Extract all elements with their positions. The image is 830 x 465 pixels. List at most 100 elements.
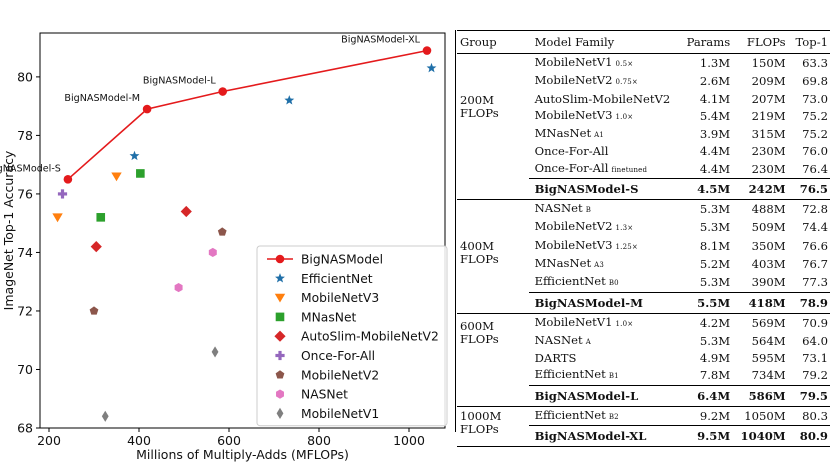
legend-item-autoslim-mobilenetv2: AutoSlim-MobileNetV2 — [274, 330, 439, 344]
series-mobilenetv1 — [101, 346, 219, 422]
top1-cell: 73.1 — [802, 351, 828, 366]
header-flops: FLOPs — [746, 35, 786, 49]
point-nasnet-0 — [174, 282, 183, 293]
group-label-budget: 1000M — [460, 408, 502, 423]
model-variant: 0.75× — [615, 78, 638, 87]
table-row-best: BigNASModel-M 5.5M 418M 78.9 — [457, 291, 830, 314]
best-top1-cell: 78.9 — [785, 291, 830, 314]
legend-marker-once-for-all — [275, 350, 285, 361]
legend-item-mobilenetv3: MobileNetV3 — [274, 291, 379, 305]
flops-cell: 569M — [751, 315, 786, 330]
point-bignasmodel-1 — [142, 104, 152, 114]
params-cell: 5.3M — [699, 333, 731, 348]
legend-label-nasnet: NASNet — [301, 388, 348, 402]
params-cell: 4.1M — [699, 91, 731, 106]
table-row-best: BigNASModel-S 4.5M 242M 76.5 — [457, 178, 830, 200]
y-tick-label-3: 74 — [17, 245, 33, 260]
group-label-unit: FLOPs — [460, 421, 499, 436]
point-label-1: BigNASModel-M — [64, 93, 140, 104]
results-table-container: Group Model Family Params FLOPs Top-1 20… — [457, 30, 830, 447]
table-header-row: Group Model Family Params FLOPs Top-1 — [457, 30, 830, 54]
model-variant: B0 — [608, 279, 619, 288]
model-family-cell: MobileNetV2 0.75× — [529, 72, 676, 90]
point-mobilenetv3-0 — [52, 213, 63, 223]
model-variant: 1.25× — [615, 242, 638, 251]
legend-label-mobilenetv1: MobileNetV1 — [301, 407, 379, 421]
best-flops-cell: 418M — [730, 291, 786, 314]
flops-cell: 390M — [751, 275, 786, 290]
table-row: 200M FLOPs MobileNetV1 0.5× 1.3M 150M 63.3 — [457, 54, 830, 120]
y-tick-label-2: 72 — [17, 303, 33, 318]
table-row: NASNet A 5.3M 564M 64.0 — [457, 332, 830, 350]
model-variant: 0.5× — [615, 60, 634, 68]
model-family-cell: MobileNetV3 1.0× — [529, 107, 676, 125]
model-family-name: NASNet — [534, 201, 583, 216]
legend-marker-bignasmodel — [275, 254, 285, 264]
top1-cell: 75.2 — [802, 127, 828, 142]
flops-cell: 734M — [751, 368, 786, 383]
model-variant: A1 — [594, 131, 605, 140]
table-row: MobileNetV3 1.0× 5.4M 219M 75.2 — [457, 107, 830, 125]
point-label-0: BigNASModel-S — [0, 163, 61, 174]
flops-cell: 595M — [751, 351, 786, 366]
model-family-cell: MobileNetV2 1.3× — [529, 218, 676, 236]
params-cell: 1.3M — [699, 56, 731, 70]
model-family-cell: MobileNetV3 1.25× — [529, 237, 676, 255]
point-mnasnet-0 — [96, 213, 106, 222]
model-family-name: MobileNetV3 — [534, 237, 613, 252]
legend-item-mobilenetv2: MobileNetV2 — [275, 368, 379, 382]
legend-label-mobilenetv3: MobileNetV3 — [301, 291, 379, 305]
point-mobilenetv2-0 — [89, 306, 99, 315]
model-family-name: Once-For-All — [534, 144, 609, 159]
best-params-cell: 5.5M — [675, 291, 731, 314]
params-cell: 5.3M — [699, 275, 731, 290]
flops-cell: 230M — [751, 144, 786, 159]
y-axis-label: ImageNet Top-1 Accuracy — [1, 150, 16, 310]
top1-cell: 74.4 — [802, 220, 828, 235]
series-line-bignasmodel — [67, 49, 428, 180]
series-mnasnet — [96, 169, 145, 222]
series-mobilenetv2 — [89, 227, 227, 315]
model-family-name: MNasNet — [534, 255, 592, 270]
model-family-cell: MobileNetV1 1.0× — [529, 313, 676, 332]
y-tick-label-5: 78 — [17, 128, 33, 143]
params-cell: 4.2M — [699, 315, 731, 330]
legend-marker-mobilenetv2 — [275, 370, 285, 379]
point-autoslim-mobilenetv2-0 — [90, 240, 102, 253]
params-cell: 7.8M — [699, 368, 731, 383]
model-family-cell: EfficientNet B0 — [529, 273, 676, 292]
model-family-name: DARTS — [534, 351, 577, 366]
header-group: Group — [460, 35, 497, 49]
legend-item-efficientnet: EfficientNet — [275, 272, 373, 286]
table-row: EfficientNet B0 5.3M 390M 77.3 — [457, 273, 830, 292]
flops-cell: 219M — [751, 108, 786, 123]
group-label-unit: FLOPs — [460, 252, 499, 267]
model-family-cell: EfficientNet B2 — [529, 406, 676, 425]
best-top1-cell: 79.5 — [785, 384, 830, 407]
model-family-name: EfficientNet — [534, 367, 606, 382]
top1-cell: 64.0 — [802, 333, 828, 348]
flops-cell: 1050M — [744, 408, 786, 423]
top1-cell: 76.0 — [802, 144, 828, 159]
group-label-unit: FLOPs — [460, 106, 499, 120]
params-cell: 5.4M — [699, 108, 731, 123]
params-cell: 5.3M — [699, 202, 731, 217]
table-row: DARTS 4.9M 595M 73.1 — [457, 350, 830, 366]
params-cell: 4.9M — [699, 351, 731, 366]
point-mobilenetv1-0 — [101, 410, 109, 422]
flops-cell: 150M — [751, 56, 786, 70]
table-row: EfficientNet B1 7.8M 734M 79.2 — [457, 366, 830, 385]
model-family-cell: Once-For-All finetuned — [529, 160, 676, 179]
model-variant: 1.0× — [615, 112, 634, 121]
model-family-cell: DARTS — [529, 350, 676, 366]
header-model-family: Model Family — [534, 35, 615, 49]
model-family-name: EfficientNet — [534, 407, 606, 422]
table-row-best: BigNASModel-L 6.4M 586M 79.5 — [457, 384, 830, 407]
group-label: 200M FLOPs — [457, 54, 529, 200]
table-row-best: BigNASModel-XL 9.5M 1040M 80.9 — [457, 425, 830, 447]
model-variant: A3 — [594, 260, 605, 269]
legend-box — [256, 245, 448, 427]
legend-label-bignasmodel: BigNASModel — [301, 253, 383, 267]
accuracy-vs-flops-chart: 200 400 600 800 1000 68 70 72 74 76 78 80 Millions o… — [0, 32, 448, 462]
